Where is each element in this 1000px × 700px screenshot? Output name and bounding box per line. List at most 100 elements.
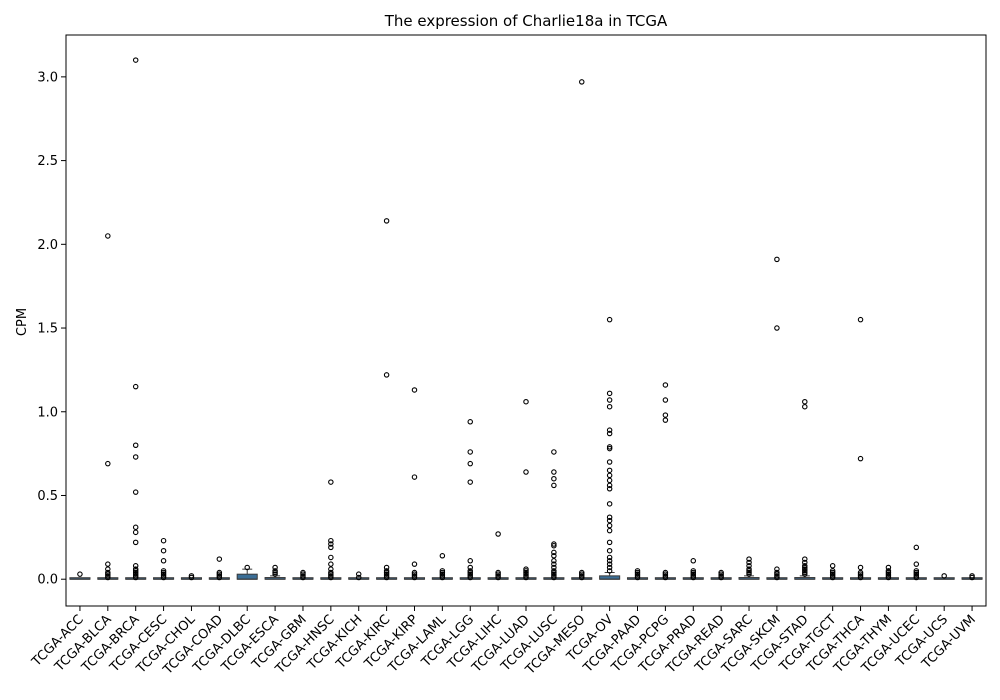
outlier-point: [606, 430, 613, 437]
outlier-point: [857, 569, 864, 576]
y-axis-label: CPM: [15, 308, 30, 336]
outlier-point: [132, 383, 139, 390]
outlier-point: [662, 412, 669, 418]
outlier-point: [885, 568, 892, 574]
outlier-point: [690, 569, 697, 576]
outlier-point: [829, 568, 836, 574]
outlier-point: [690, 568, 697, 574]
outlier-point: [272, 564, 278, 571]
outlier-point: [829, 563, 836, 569]
outlier-point: [802, 403, 808, 410]
outlier-point: [523, 569, 529, 576]
y-tick-label: 1.0: [37, 405, 58, 420]
outlier-point: [551, 542, 557, 549]
outlier-point: [551, 475, 557, 482]
box-group: [236, 568, 258, 580]
outlier-point: [829, 569, 836, 576]
outlier-point: [272, 571, 278, 577]
outlier-point: [606, 568, 613, 574]
outlier-point: [132, 571, 139, 577]
outlier-point: [551, 449, 557, 455]
outlier-point: [105, 561, 111, 567]
outlier-point: [105, 233, 111, 239]
outlier-point: [105, 574, 111, 581]
outlier-point: [802, 556, 808, 562]
outlier-point: [328, 554, 334, 561]
outlier-point: [913, 573, 920, 579]
outlier-point: [551, 569, 557, 576]
outlier-point: [439, 571, 446, 577]
outlier-point: [551, 482, 557, 489]
outlier-point: [662, 571, 669, 577]
outlier-point: [328, 544, 334, 551]
outlier-point: [606, 459, 613, 465]
outlier-point: [467, 558, 473, 564]
outlier-point: [579, 571, 585, 577]
outlier-point: [105, 573, 111, 579]
outlier-point: [579, 79, 585, 85]
outlier-point: [606, 514, 613, 521]
outlier-point: [411, 569, 418, 576]
outlier-point: [523, 566, 529, 572]
outlier-point: [885, 564, 892, 571]
outlier-point: [774, 574, 780, 581]
outlier-point: [606, 467, 613, 474]
outlier-point: [606, 403, 613, 410]
outlier-point: [495, 574, 501, 581]
outlier-point: [411, 573, 418, 579]
outlier-point: [829, 573, 836, 579]
outlier-point: [606, 558, 613, 564]
outlier-point: [411, 474, 418, 480]
outlier-point: [160, 537, 167, 544]
outlier-point: [606, 397, 613, 403]
outlier-point: [662, 397, 669, 403]
outlier-point: [244, 564, 250, 571]
outlier-point: [523, 574, 529, 581]
outlier-point: [606, 482, 613, 489]
outlier-point: [606, 486, 613, 492]
outlier-point: [857, 564, 864, 571]
outlier-point: [606, 445, 613, 452]
outlier-point: [523, 571, 529, 577]
outlier-point: [328, 561, 334, 567]
outlier-point: [300, 574, 306, 581]
outlier-point: [606, 554, 613, 561]
plot-frame: [65, 34, 987, 607]
outlier-point: [634, 574, 641, 581]
outlier-point: [746, 563, 752, 569]
outlier-point: [300, 573, 306, 579]
outlier-point: [160, 558, 167, 564]
outlier-point: [105, 571, 111, 577]
outlier-point: [439, 553, 446, 559]
outlier-point: [634, 573, 641, 579]
outlier-point: [439, 574, 446, 581]
outlier-point: [411, 571, 418, 577]
outlier-point: [662, 417, 669, 423]
outlier-point: [300, 571, 306, 577]
outlier-point: [523, 573, 529, 579]
outlier-point: [690, 573, 697, 579]
outlier-point: [383, 571, 390, 577]
outlier-point: [718, 574, 724, 581]
outlier-point: [857, 573, 864, 579]
outlier-point: [829, 574, 836, 581]
box-group: [794, 575, 816, 580]
outlier-point: [467, 449, 473, 455]
outlier-point: [551, 541, 557, 547]
outlier-point: [160, 573, 167, 579]
outlier-point: [328, 566, 334, 572]
outlier-point: [774, 566, 780, 572]
outlier-point: [718, 569, 724, 576]
outlier-point: [523, 398, 529, 405]
outlier-point: [606, 522, 613, 529]
x-axis: TCGA-ACCTCGA-BLCATCGA-BRCATCGA-CESCTCGA-…: [29, 606, 979, 678]
outlier-point: [495, 569, 501, 576]
outlier-point: [913, 569, 920, 576]
outlier-point: [606, 517, 613, 524]
outlier-point: [885, 573, 892, 579]
outlier-point: [606, 316, 613, 323]
outlier-point: [662, 573, 669, 579]
outlier-point: [105, 460, 111, 467]
outlier-point: [383, 372, 390, 378]
